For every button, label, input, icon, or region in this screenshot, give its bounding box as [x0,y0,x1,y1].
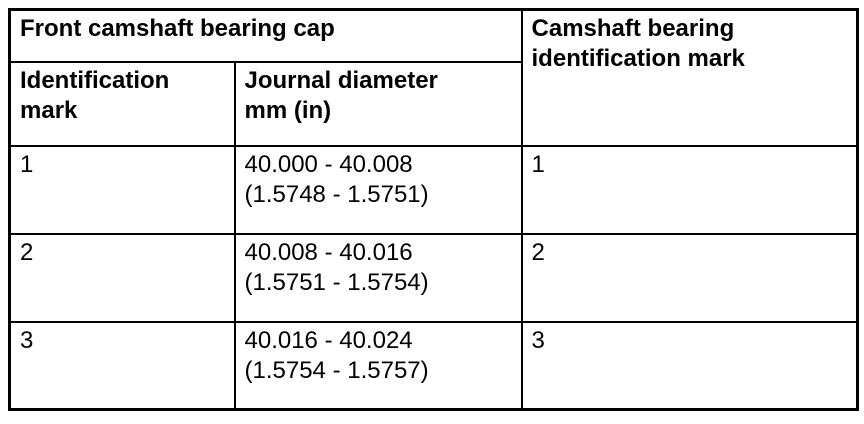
bearing-identification-mark-cell: 2 [520,232,859,323]
bearing-identification-mark-cell: 3 [520,320,859,411]
camshaft-bearing-spec-table: Front camshaft bearing cap Camshaft bear… [8,8,860,411]
table-row: 2 40.008 - 40.016 (1.5751 - 1.5754) 2 [8,232,859,323]
journal-diameter-cell: 40.008 - 40.016 (1.5751 - 1.5754) [233,232,523,323]
identification-mark-cell: 1 [8,144,236,235]
table-row: 3 40.016 - 40.024 (1.5754 - 1.5757) 3 [8,320,859,411]
journal-diameter-cell: 40.016 - 40.024 (1.5754 - 1.5757) [233,320,523,411]
table-header-row-2: Identification mark Journal diameter mm … [8,60,858,147]
identification-mark-cell: 2 [8,232,236,323]
table-title-front-camshaft-bearing-cap: Front camshaft bearing cap [8,8,523,63]
table-title-camshaft-bearing-identification-mark: Camshaft bearing identification mark [520,8,859,147]
bearing-identification-mark-cell: 1 [520,144,859,235]
column-header-identification-mark: Identification mark [8,60,236,147]
identification-mark-cell: 3 [8,320,236,411]
column-header-journal-diameter: Journal diameter mm (in) [233,60,523,147]
journal-diameter-cell: 40.000 - 40.008 (1.5748 - 1.5751) [233,144,523,235]
table-header-row-1: Front camshaft bearing cap Camshaft bear… [8,8,859,147]
table-row: 1 40.000 - 40.008 (1.5748 - 1.5751) 1 [8,144,859,235]
